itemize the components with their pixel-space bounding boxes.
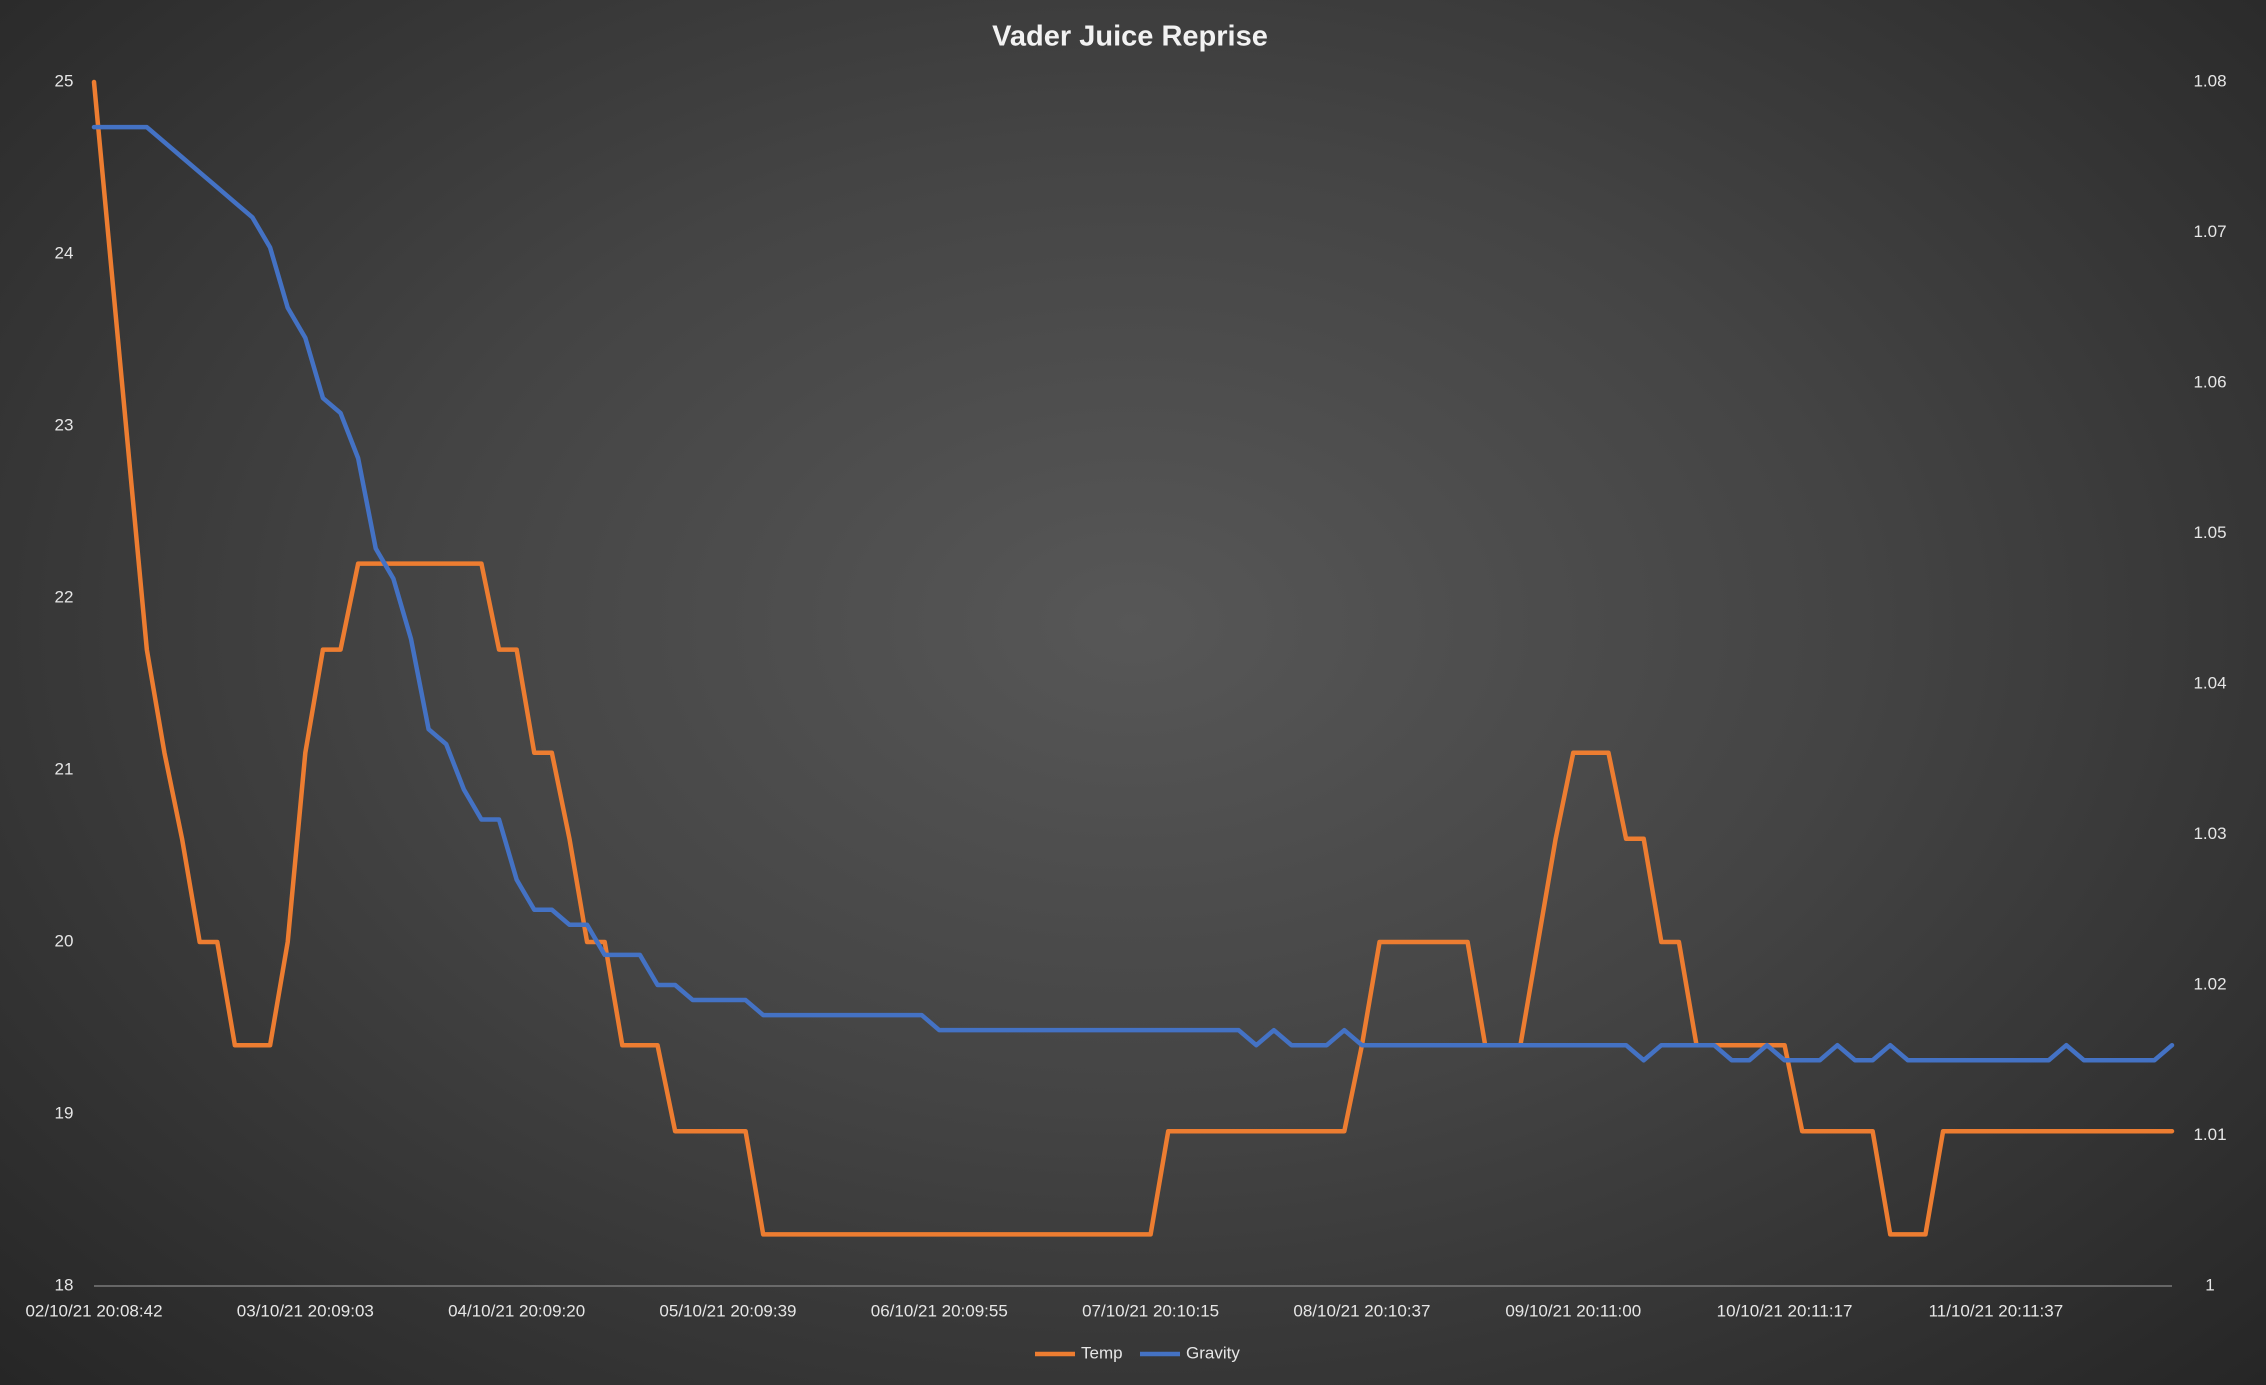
x-tick-label: 09/10/21 20:11:00 [1505, 1301, 1641, 1320]
chart-title: Vader Juice Reprise [992, 21, 1268, 53]
x-tick-label: 06/10/21 20:09:55 [871, 1301, 1008, 1320]
data-line [91, 124, 2175, 1063]
x-tick-label: 03/10/21 20:09:03 [237, 1301, 374, 1320]
y-tick-label: 20 [55, 931, 74, 950]
y2-tick-label: 1.06 [2193, 372, 2226, 391]
y-tick-label: 21 [55, 759, 74, 778]
data-line [91, 79, 2175, 1237]
y2-tick-label: 1.04 [2193, 673, 2226, 692]
y-tick-label: 18 [55, 1275, 74, 1294]
y-tick-label: 23 [55, 415, 74, 434]
x-tick-label: 04/10/21 20:09:20 [448, 1301, 585, 1320]
y2-tick-label: 1.01 [2193, 1125, 2226, 1144]
y2-tick-label: 1.05 [2193, 523, 2226, 542]
y-tick-label: 22 [55, 587, 74, 606]
x-tick-label: 02/10/21 20:08:42 [25, 1301, 162, 1320]
y-tick-label: 19 [55, 1103, 74, 1122]
x-tick-label: 07/10/21 20:10:15 [1082, 1301, 1219, 1320]
x-tick-label: 11/10/21 20:11:37 [1929, 1301, 2064, 1320]
y2-tick-label: 1 [2205, 1275, 2214, 1294]
y-tick-label: 24 [55, 243, 74, 262]
legend-label: Gravity [1186, 1343, 1240, 1362]
x-tick-label: 08/10/21 20:10:37 [1293, 1301, 1430, 1320]
x-tick-label: 05/10/21 20:09:39 [659, 1301, 796, 1320]
x-tick-label: 10/10/21 20:11:17 [1717, 1301, 1853, 1320]
y2-tick-label: 1.08 [2193, 71, 2226, 90]
legend-label: Temp [1081, 1343, 1123, 1362]
y2-tick-label: 1.03 [2193, 824, 2226, 843]
y-tick-label: 25 [55, 71, 74, 90]
y2-tick-label: 1.07 [2193, 222, 2226, 241]
y2-tick-label: 1.02 [2193, 974, 2226, 993]
